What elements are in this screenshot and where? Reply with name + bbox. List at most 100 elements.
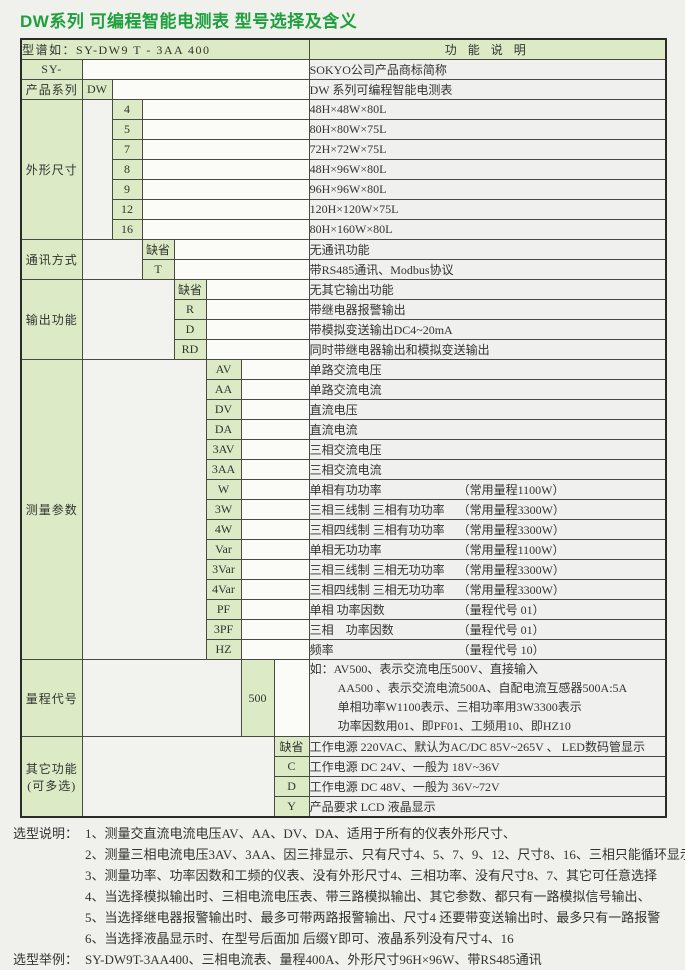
description-cell: 工作电源 DC 48V、一般为 36V~72V: [308, 776, 667, 797]
section-label-sy: SY-: [20, 59, 83, 80]
description-cell: 直流电压: [308, 399, 667, 420]
spec-row-other-3: Y 产品要求 LCD 液晶显示: [21, 796, 667, 818]
section-label-text: 外形尺寸: [25, 163, 78, 177]
note-line: 5、当选择继电器报警输出时、最多可带两路报警输出、尺寸4 还要带变送输出时、最多…: [85, 910, 661, 925]
blank-cell: [205, 279, 310, 300]
description-cell: 工作电源 DC 24V、一般为 18V~36V: [308, 756, 667, 777]
table-header-row: 型谱如：SY-DW9 T - 3AA 400 功 能 说 明: [20, 38, 667, 60]
notes-label: 选型说明：: [13, 826, 79, 841]
section-label-text: SY-: [41, 62, 63, 76]
blank-cell: [141, 139, 310, 160]
description-cell: 工作电源 220VAC、默认为AC/DC 85V~265V 、 LED数码管显示: [308, 736, 667, 757]
description-cell: 三相交流电压: [308, 439, 667, 460]
blank-cell: [240, 399, 310, 420]
spec-row-size-5: 12 120H×120W×75L: [21, 199, 667, 220]
model-code-cell: 缺省: [273, 736, 310, 757]
spec-row-size-1: 5 80H×80W×75L: [21, 119, 667, 140]
spec-row-param-12: PF 单相 功率因数 （量程代号 01）: [21, 599, 667, 620]
spec-row-param-10: 3Var 三相三线制 三相无功功率 （常用量程3300W）: [21, 559, 667, 580]
description-cell: 频率 （量程代号 10）: [308, 639, 667, 660]
description-text: 频率: [309, 643, 334, 657]
description-text: 三相四线制 三相无功功率: [309, 583, 445, 597]
spec-row-sy-0: SY- SOKYO公司产品商标简称: [20, 59, 667, 80]
blank-cell: [240, 619, 310, 640]
description-cell: 三相四线制 三相有功功率 （常用量程3300W）: [308, 519, 667, 540]
section-label-size: 外形尺寸: [20, 99, 83, 240]
note-line: 6、当选择液晶显示时、在型号后面加 后缀Y即可、液晶系列没有尺寸4、16: [85, 931, 514, 946]
blank-cell: [173, 239, 310, 260]
range-note: （量程代号 10）: [457, 643, 545, 657]
model-code-cell: 5: [111, 119, 143, 140]
description-cell: 三相 功率因数 （量程代号 01）: [308, 619, 667, 640]
description-cell: 三相三线制 三相有功功率 （常用量程3300W）: [308, 499, 667, 520]
blank-cell: [240, 519, 310, 540]
section-label-param: 测量参数: [20, 359, 83, 660]
range-example-line: 功率因数用01、即PF01、工频用10、即HZ10: [337, 719, 571, 733]
section-label-output: 输出功能: [20, 279, 83, 360]
blank-cell: [141, 119, 310, 140]
description-text: 三相三线制 三相有功功率: [309, 503, 445, 517]
blank-cell: [240, 559, 310, 580]
model-code-cell: 8: [111, 159, 143, 180]
model-code-cell: 16: [111, 219, 143, 240]
description-cell: 产品要求 LCD 液晶显示: [308, 796, 667, 818]
description-text: 三相 功率因数: [309, 623, 394, 637]
spec-row-size-0: 外形尺寸 4 48H×48W×80L: [20, 99, 667, 240]
spec-row-size-2: 7 72H×72W×75L: [21, 139, 667, 160]
section-label-comm: 通讯方式: [20, 239, 83, 280]
model-code-cell: 3AV: [205, 439, 242, 460]
section-label-subtext: (可多选): [27, 778, 77, 793]
range-note: （常用量程3300W）: [457, 583, 565, 597]
description-cell: 80H×160W×80L: [308, 219, 667, 240]
spec-row-param-13: 3PF 三相 功率因数 （量程代号 01）: [21, 619, 667, 640]
range-note: （常用量程1100W）: [457, 483, 565, 497]
model-code-cell: 3PF: [205, 619, 242, 640]
model-code-cell: 12: [111, 199, 143, 220]
blank-cell: [240, 479, 310, 500]
range-note: （量程代号 01）: [457, 623, 545, 637]
note-line: 选型说明： 1、测量交直流电流电压AV、AA、DV、DA、适用于所有的仪表外形尺…: [13, 823, 678, 844]
blank-cell: [81, 239, 143, 280]
blank-cell: [141, 199, 310, 220]
model-code-cell: Y: [273, 796, 310, 818]
spec-row-param-7: 3W 三相三线制 三相有功功率 （常用量程3300W）: [21, 499, 667, 520]
blank-cell: [141, 159, 310, 180]
spec-row-comm-0: 通讯方式 缺省 无通讯功能: [20, 239, 667, 280]
description-text: 三相四线制 三相有功功率: [309, 523, 445, 537]
blank-cell: [273, 659, 310, 737]
spec-row-size-4: 9 96H×96W×80L: [21, 179, 667, 200]
spec-row-output-2: D 带模拟变送输出DC4~20mA: [21, 319, 667, 340]
model-code-cell: R: [173, 299, 207, 320]
spec-row-other-0: 其它功能 (可多选) 缺省 工作电源 220VAC、默认为AC/DC 85V~265V…: [20, 736, 667, 818]
spec-row-other-1: C 工作电源 DC 24V、一般为 18V~36V: [21, 756, 667, 777]
spec-row-comm-1: T 带RS485通讯、Modbus协议: [21, 259, 667, 280]
blank-cell: [141, 179, 310, 200]
description-cell: 三相四线制 三相无功功率 （常用量程3300W）: [308, 579, 667, 600]
model-pattern-header: 型谱如：SY-DW9 T - 3AA 400: [20, 38, 310, 60]
blank-cell: [240, 639, 310, 660]
range-example-lines: 如：AV500、表示交流电压500V、直接输入 AA500 、表示交流电流500A…: [310, 661, 665, 736]
description-cell: SOKYO公司产品商标简称: [308, 59, 667, 80]
range-note: （常用量程3300W）: [457, 523, 565, 537]
section-label-text: 测量参数: [25, 503, 78, 517]
model-code-cell: HZ: [205, 639, 242, 660]
description-cell: 带模拟变送输出DC4~20mA: [308, 319, 667, 340]
model-code-cell: 缺省: [173, 279, 207, 300]
description-cell: 单路交流电压: [308, 359, 667, 380]
range-note: （常用量程3300W）: [457, 503, 565, 517]
model-code-cell: D: [273, 776, 310, 797]
model-selection-table: 型谱如：SY-DW9 T - 3AA 400 功 能 说 明 SY- SOKYO公…: [20, 38, 668, 818]
spec-row-size-6: 16 80H×160W×80L: [21, 219, 667, 240]
spec-row-param-9: Var 单相无功功率 （常用量程1100W）: [21, 539, 667, 560]
blank-cell: [240, 459, 310, 480]
page-title: DW系列 可编程智能电测表 型号选择及含义: [20, 12, 358, 31]
function-description-header: 功 能 说 明: [308, 38, 667, 60]
example-line: 选型举例： SY-DW9T-3AA400、三相电流表、量程400A、外形尺寸96…: [13, 949, 678, 970]
spec-row-param-6: W 单相有功功率 （常用量程1100W）: [21, 479, 667, 500]
model-code-cell: T: [141, 259, 175, 280]
description-cell: 72H×72W×75L: [308, 139, 667, 160]
blank-cell: [81, 279, 175, 360]
model-code-cell: PF: [205, 599, 242, 620]
description-cell: DW 系列可编程智能电测表: [308, 79, 667, 100]
description-cell: 单相有功功率 （常用量程1100W）: [308, 479, 667, 500]
